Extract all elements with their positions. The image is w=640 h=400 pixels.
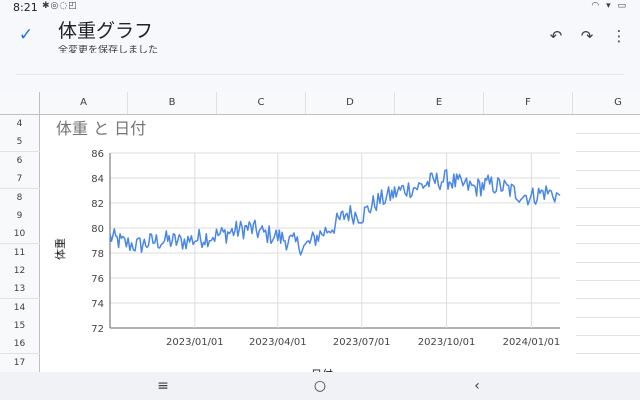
select-all-corner[interactable] xyxy=(0,92,40,114)
column-header-e[interactable]: E xyxy=(395,92,484,114)
row-number[interactable]: 17 xyxy=(0,354,40,372)
chart-title[interactable]: 体重 と 日付 xyxy=(56,119,147,138)
x-tick-label: 2023/01/01 xyxy=(166,337,224,348)
row-number[interactable]: 7 xyxy=(0,170,40,188)
row-number[interactable]: 11 xyxy=(0,244,40,262)
home-icon[interactable]: ○ xyxy=(313,378,327,394)
row-number[interactable]: 6 xyxy=(0,152,40,170)
status-time: 8:21 xyxy=(13,1,38,14)
column-header-a[interactable]: A xyxy=(40,92,128,114)
x-tick-label: 2023/10/01 xyxy=(418,337,476,348)
row-number[interactable]: 15 xyxy=(0,317,40,335)
y-tick-label: 72 xyxy=(91,324,104,335)
y-tick-label: 76 xyxy=(91,274,104,285)
app-bar-divider xyxy=(16,74,624,75)
chart-canvas: 72 74 76 78 80 82 84 86 2023/01/01 2023/04/01 2023… xyxy=(53,149,561,372)
document-title[interactable]: 体重グラフ xyxy=(58,20,154,42)
y-tick-label: 86 xyxy=(91,149,104,160)
column-header-bar: A B C D E F G xyxy=(0,92,640,115)
row-number[interactable]: 13 xyxy=(0,280,40,298)
redo-icon[interactable]: ↷ xyxy=(580,27,594,45)
column-header-b[interactable]: B xyxy=(128,92,217,114)
recents-icon[interactable]: ≡ xyxy=(157,378,169,394)
back-icon[interactable]: ‹ xyxy=(474,378,480,394)
x-tick-label: 2024/01/01 xyxy=(503,337,561,348)
undo-icon[interactable]: ↶ xyxy=(549,27,563,45)
more-vert-icon[interactable]: ⋮ xyxy=(611,27,627,45)
column-header-g[interactable]: G xyxy=(573,92,640,114)
row-number[interactable]: 5 xyxy=(0,133,40,151)
status-system-icons: ◠ ▾ ▭ xyxy=(591,1,628,11)
status-bar: 8:21 ✱◎◌◰ ◠ ▾ ▭ xyxy=(0,0,640,16)
embedded-chart[interactable]: 体重 と 日付 72 74 76 78 80 82 84 86 2023/01/01 2023/0… xyxy=(40,115,576,372)
column-header-f[interactable]: F xyxy=(484,92,573,114)
y-tick-label: 78 xyxy=(91,249,104,260)
row-number[interactable]: 10 xyxy=(0,225,40,243)
x-tick-label: 2023/04/01 xyxy=(249,337,307,348)
save-status: 全変更を保存しました xyxy=(58,45,158,53)
row-number[interactable]: 4 xyxy=(0,115,40,133)
x-axis-title: 日付 xyxy=(311,368,333,372)
sheet-row[interactable]: 17 xyxy=(0,354,640,372)
column-header-d[interactable]: D xyxy=(306,92,395,114)
y-tick-label: 82 xyxy=(91,199,104,210)
row-number[interactable]: 12 xyxy=(0,262,40,280)
y-tick-label: 80 xyxy=(91,224,104,235)
series-line xyxy=(109,168,561,256)
check-icon[interactable]: ✓ xyxy=(18,25,34,45)
row-number[interactable]: 8 xyxy=(0,189,40,207)
app-bar: ✓ 体重グラフ 全変更を保存しました ↶ ↷ ⋮ xyxy=(0,16,640,92)
y-tick-label: 84 xyxy=(91,174,104,185)
column-header-c[interactable]: C xyxy=(217,92,306,114)
status-notification-icons: ✱◎◌◰ xyxy=(42,1,78,11)
row-number[interactable]: 14 xyxy=(0,299,40,317)
row-number[interactable]: 16 xyxy=(0,335,40,353)
row-number[interactable]: 9 xyxy=(0,207,40,225)
navigation-bar: ≡ ○ ‹ xyxy=(0,372,640,400)
x-tick-label: 2023/07/01 xyxy=(333,337,391,348)
y-tick-label: 74 xyxy=(91,299,104,310)
y-axis-title: 体重 xyxy=(53,238,67,260)
